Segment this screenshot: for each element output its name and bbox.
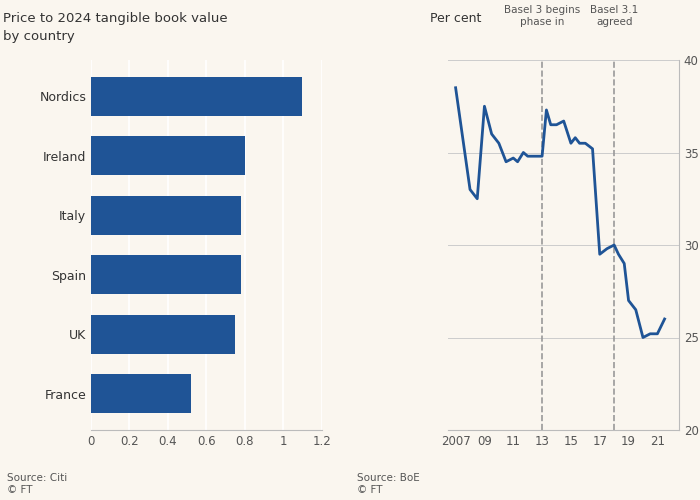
Bar [91,196,241,234]
Bar [91,136,245,175]
Text: Source: BoE
© FT: Source: BoE © FT [357,474,420,495]
Bar [91,77,302,116]
Bar [91,374,191,413]
Text: Basel 3.1
agreed: Basel 3.1 agreed [590,5,638,26]
Text: Per cent: Per cent [430,12,482,25]
Text: Basel 3 begins
phase in: Basel 3 begins phase in [504,5,580,26]
Text: Price to 2024 tangible book value
by country: Price to 2024 tangible book value by cou… [4,12,228,43]
Bar [91,256,241,294]
Text: Source: Citi
© FT: Source: Citi © FT [7,474,67,495]
Bar [91,315,235,354]
